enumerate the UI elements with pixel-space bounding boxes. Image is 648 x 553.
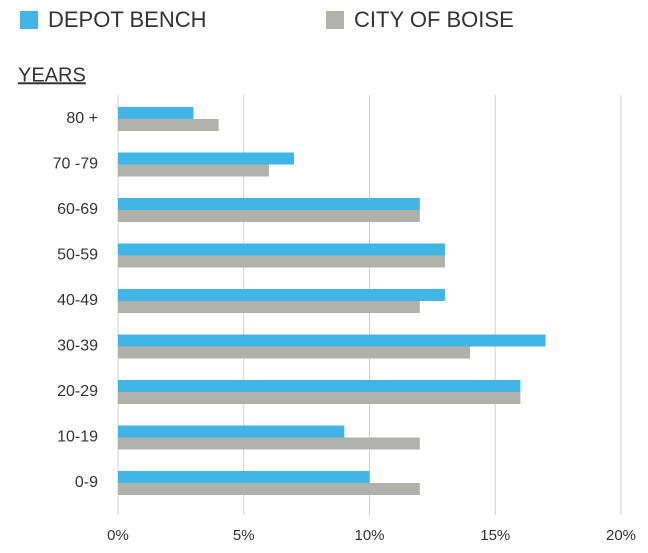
- bar: [118, 164, 269, 177]
- bar: [118, 301, 420, 313]
- y-tick-label: 50-59: [57, 247, 98, 264]
- bar: [118, 380, 521, 392]
- legend-swatch: [326, 11, 344, 29]
- y-tick-label: 30-39: [57, 338, 98, 355]
- bar: [118, 119, 219, 131]
- bar: [118, 334, 546, 347]
- x-tick-label: 0%: [107, 527, 129, 544]
- y-tick-label: 40-49: [57, 292, 98, 309]
- bar: [118, 243, 445, 256]
- bar: [118, 392, 521, 404]
- bar: [118, 289, 445, 301]
- bar: [118, 152, 295, 165]
- x-tick-label: 20%: [606, 527, 636, 544]
- bar: [118, 346, 471, 359]
- axis-label: YEARS: [18, 64, 86, 86]
- y-tick-label: 60-69: [57, 201, 98, 218]
- y-tick-label: 70 -79: [53, 156, 98, 173]
- bar: [118, 425, 345, 438]
- y-tick-label: 0-9: [75, 474, 98, 491]
- x-tick-label: 10%: [354, 527, 384, 544]
- bar: [118, 198, 420, 210]
- x-tick-label: 5%: [233, 527, 255, 544]
- bar: [118, 255, 445, 268]
- bar: [118, 210, 420, 222]
- bar: [118, 483, 420, 495]
- bar: [118, 471, 370, 483]
- legend-label: DEPOT BENCH: [48, 7, 207, 32]
- bar: [118, 437, 420, 450]
- y-tick-label: 80 +: [66, 110, 98, 127]
- x-tick-label: 15%: [480, 527, 510, 544]
- legend-label: CITY OF BOISE: [354, 7, 514, 32]
- y-tick-label: 10-19: [57, 429, 98, 446]
- bar: [118, 107, 194, 119]
- legend-swatch: [20, 11, 38, 29]
- y-tick-label: 20-29: [57, 383, 98, 400]
